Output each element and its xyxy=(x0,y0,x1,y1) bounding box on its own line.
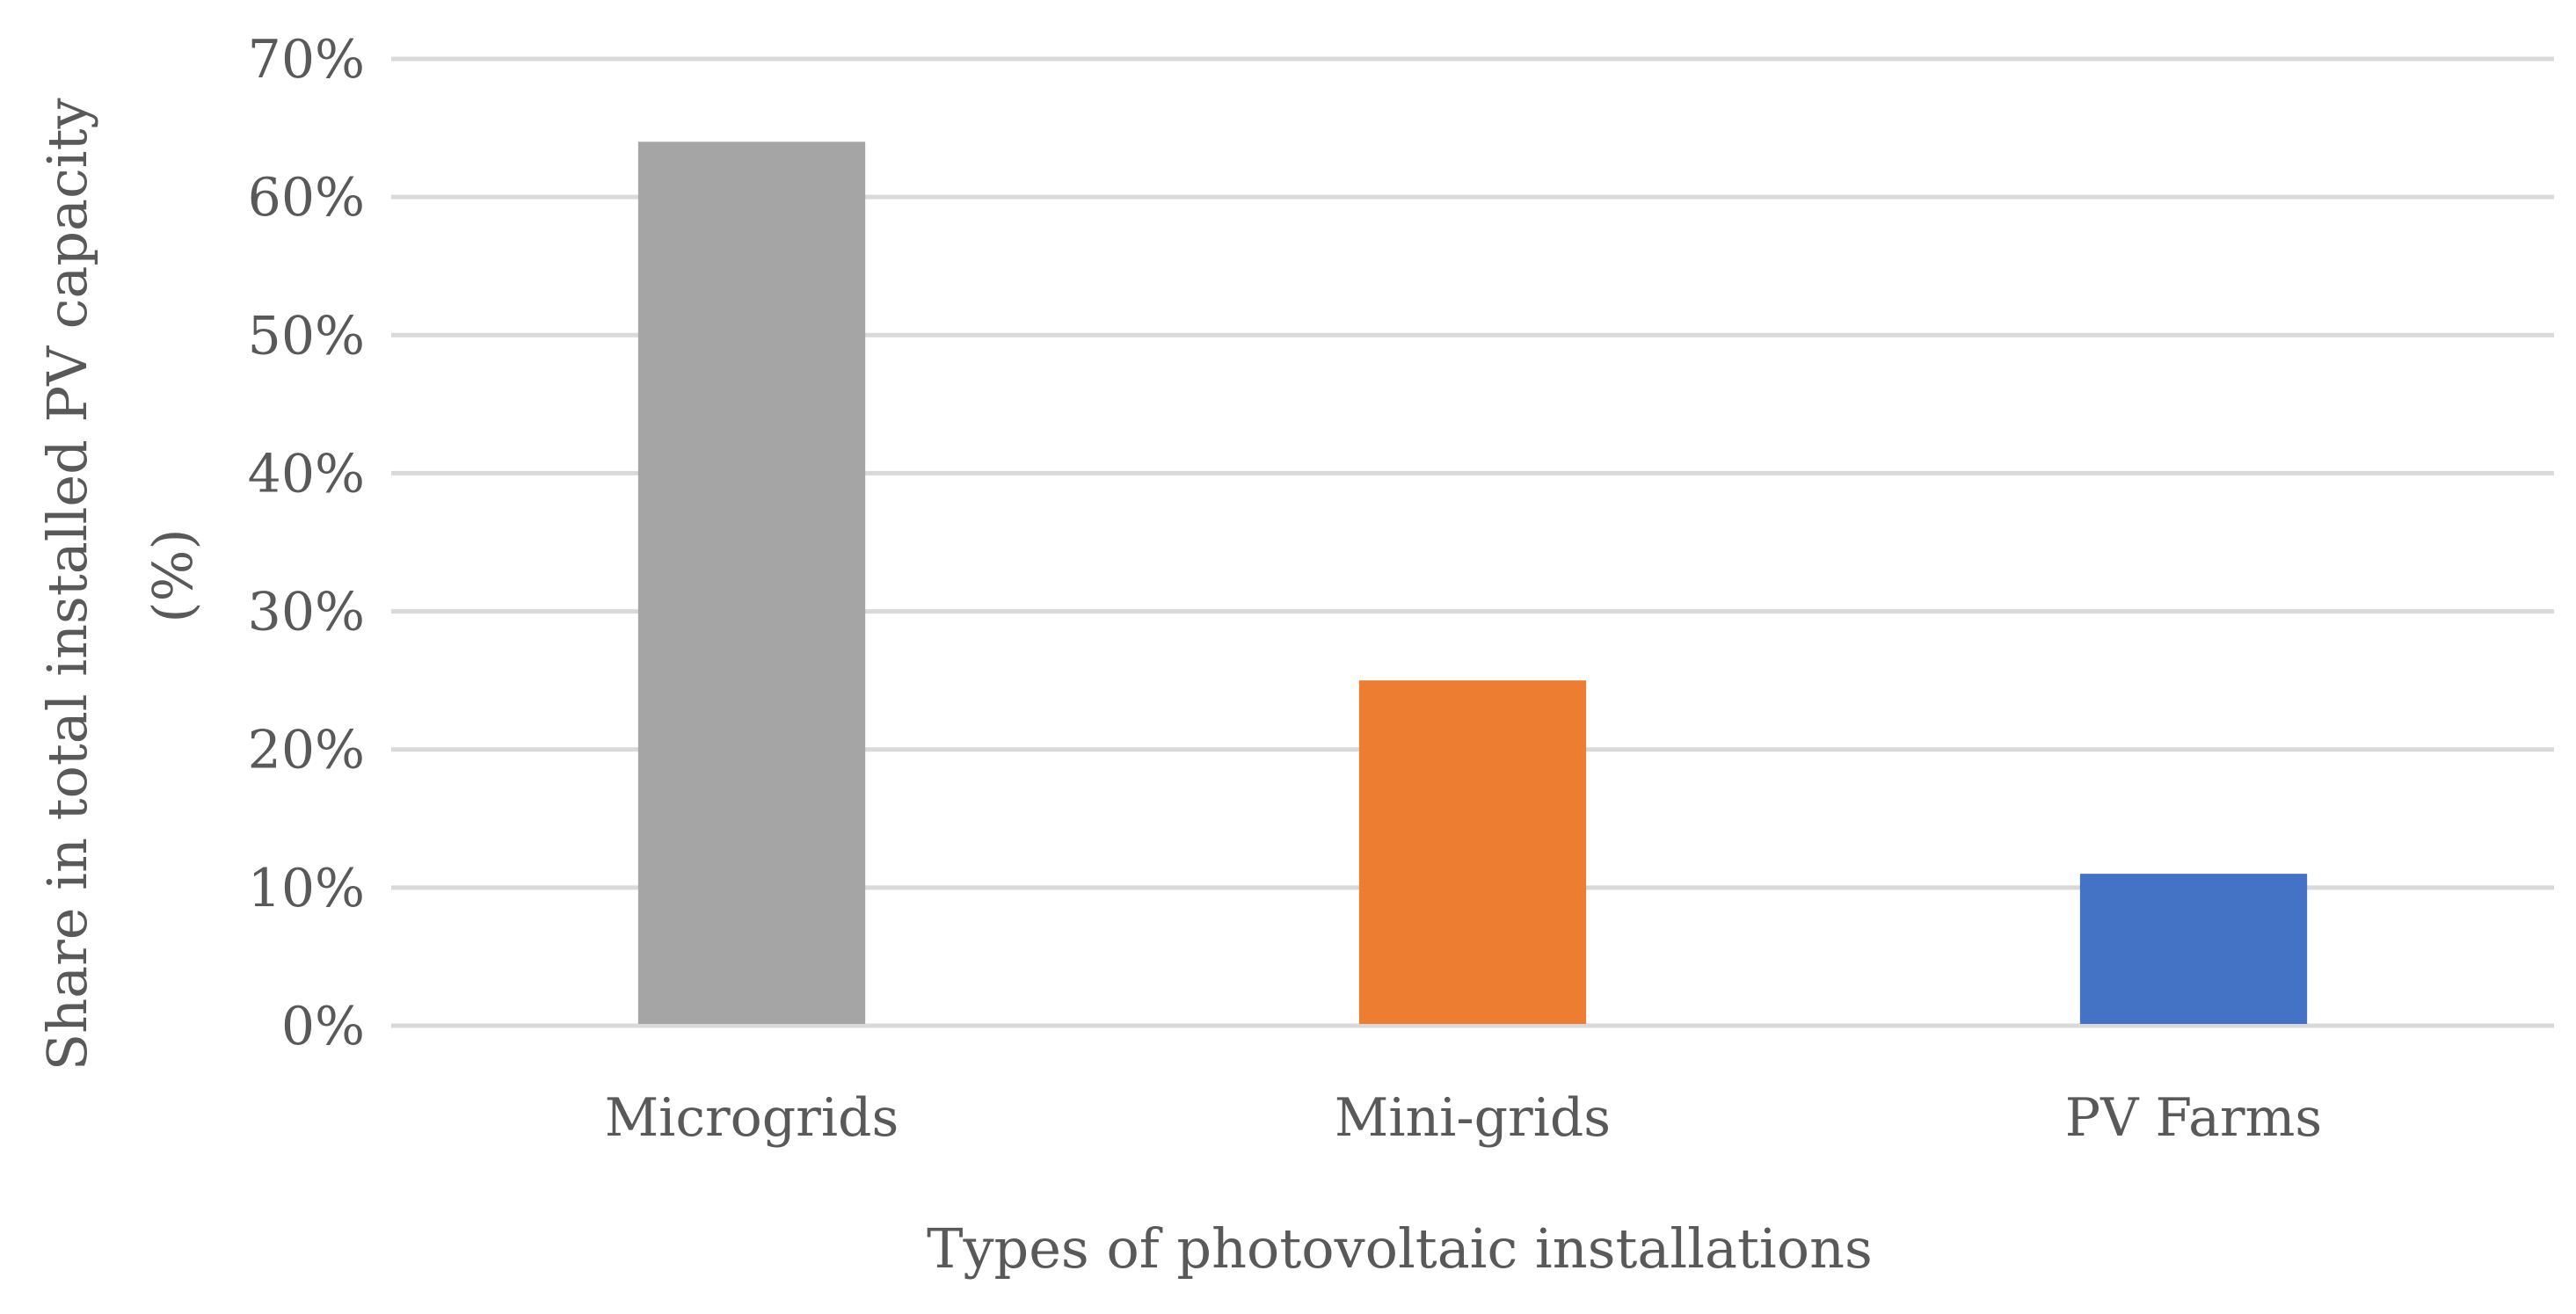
y-axis-title-line-2: (%) xyxy=(141,528,205,622)
x-axis-tick-labels: Microgrids Mini-grids PV Farms xyxy=(605,1087,2323,1149)
bar-microgrids xyxy=(637,142,866,1025)
x-tick-label: PV Farms xyxy=(2065,1087,2322,1149)
y-tick-label: 40% xyxy=(248,443,365,505)
y-tick-label: 50% xyxy=(248,305,365,367)
bar-pv-farms xyxy=(2079,874,2308,1024)
y-axis-title-line-1: Share in total installed PV capacity xyxy=(35,98,99,1071)
bars xyxy=(637,142,2308,1025)
y-tick-label: 0% xyxy=(281,996,365,1057)
y-axis-title: Share in total installed PV capacity (%) xyxy=(35,81,205,1071)
x-axis-title: Types of photovoltaic installations xyxy=(927,1216,1873,1281)
y-tick-label: 70% xyxy=(248,29,365,91)
y-tick-label: 10% xyxy=(248,858,365,919)
bar-mini-grids xyxy=(1358,680,1587,1024)
y-axis-tick-labels: 0% 10% 20% 30% 40% 50% 60% 70% xyxy=(248,29,365,1057)
x-tick-label: Mini-grids xyxy=(1335,1087,1611,1149)
y-tick-label: 30% xyxy=(248,582,365,643)
y-tick-label: 60% xyxy=(248,167,365,229)
x-tick-label: Microgrids xyxy=(605,1087,899,1149)
y-tick-label: 20% xyxy=(248,720,365,781)
